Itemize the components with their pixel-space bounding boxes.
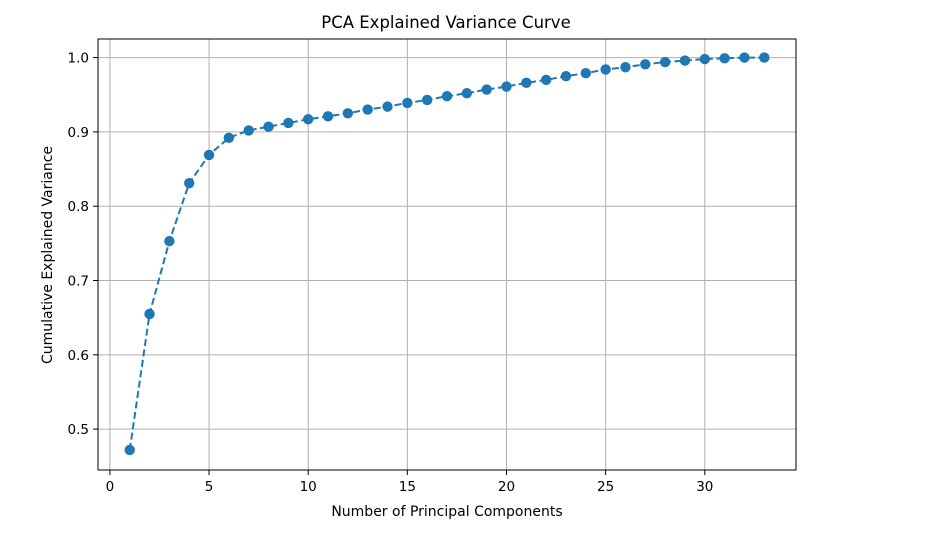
data-point — [679, 55, 691, 66]
x-tick-label: 20 — [498, 479, 515, 495]
data-point — [124, 444, 135, 456]
series-line — [128, 56, 765, 451]
data-point — [481, 84, 492, 95]
y-axis-label: Cumulative Explained Variance — [40, 146, 56, 364]
plot-frame — [97, 38, 797, 471]
x-tick-label: 25 — [597, 479, 614, 495]
y-axis-ticks: 0.5 0.6 0.7 0.8 0.9 1.0 — [68, 51, 98, 438]
x-axis-label: Number of Principal Components — [331, 504, 562, 520]
data-point — [184, 177, 195, 189]
data-point — [699, 53, 710, 65]
y-tick-label: 0.6 — [68, 348, 89, 364]
data-point — [283, 117, 294, 129]
data-point — [362, 104, 373, 115]
series-cumulative-variance — [124, 52, 770, 456]
data-point — [521, 77, 532, 89]
y-tick-label: 1.0 — [68, 51, 89, 67]
data-point — [580, 67, 592, 79]
data-point — [640, 59, 651, 70]
data-point — [719, 53, 730, 64]
data-point — [164, 235, 175, 247]
x-tick-label: 10 — [300, 479, 317, 495]
x-tick-label: 30 — [696, 479, 713, 495]
data-point — [739, 52, 750, 63]
data-point — [540, 74, 552, 86]
grid-lines — [98, 39, 796, 470]
data-point — [659, 56, 671, 68]
data-point — [620, 62, 631, 73]
x-tick-label: 5 — [205, 479, 214, 495]
data-point — [461, 88, 473, 99]
data-point — [382, 101, 393, 112]
axes-frame — [97, 38, 797, 471]
data-point — [600, 64, 611, 75]
x-tick-label: 0 — [106, 479, 115, 495]
data-point — [501, 81, 512, 92]
y-tick-label: 0.8 — [68, 199, 89, 215]
y-tick-label: 0.9 — [68, 125, 89, 141]
data-point — [759, 52, 770, 63]
data-point — [223, 132, 235, 144]
x-axis-ticks: 0 5 10 15 20 25 30 — [106, 470, 713, 495]
data-point — [203, 149, 215, 161]
data-point — [144, 308, 155, 320]
data-point — [302, 114, 314, 125]
y-tick-label: 0.7 — [68, 274, 89, 290]
x-tick-label: 15 — [399, 479, 416, 495]
data-point — [421, 94, 433, 106]
data-point — [342, 108, 354, 119]
data-point — [322, 111, 334, 122]
chart-title: PCA Explained Variance Curve — [321, 13, 570, 32]
data-point — [402, 97, 413, 109]
data-point — [243, 125, 254, 136]
data-point — [441, 91, 453, 102]
data-point — [263, 121, 274, 132]
data-point — [560, 70, 572, 82]
y-tick-label: 0.5 — [68, 422, 89, 438]
